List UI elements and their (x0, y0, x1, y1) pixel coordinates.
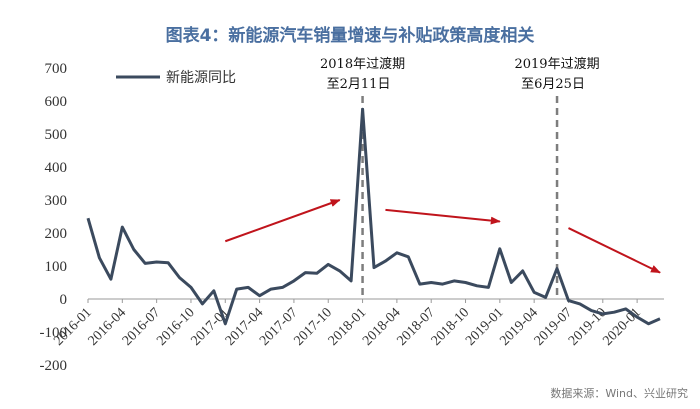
source-note: 数据来源：Wind、兴业研究 (550, 386, 688, 400)
y-tick-label: 400 (45, 160, 68, 176)
annotation-line2: 至6月25日 (521, 77, 585, 92)
trend-arrow (385, 208, 501, 225)
y-tick-label: -200 (40, 358, 68, 374)
y-tick-label: 200 (45, 226, 68, 242)
trend-arrows (224, 199, 661, 274)
chart-title: 图表4：新能源汽车销量增速与补贴政策高度相关 (166, 25, 535, 46)
legend: 新能源同比 (116, 70, 236, 86)
y-tick-label: 0 (60, 292, 68, 308)
annotation-line1: 2019年过渡期 (514, 56, 599, 72)
y-tick-label: 100 (45, 259, 68, 275)
y-tick-label: 700 (45, 61, 68, 77)
y-axis: -200 -100 0 100 200 300 400 500 600 700 (40, 61, 68, 374)
y-tick-label: 500 (45, 127, 68, 143)
series-line (86, 107, 661, 326)
trend-arrow (568, 227, 661, 274)
y-tick-label: 600 (45, 94, 68, 110)
legend-label: 新能源同比 (166, 70, 236, 86)
annotation-line2: 至2月11日 (327, 77, 391, 92)
y-tick-label: -100 (40, 325, 68, 341)
x-axis: 2016-012016-042016-072016-102017-012017-… (51, 298, 664, 349)
y-tick-label: 300 (45, 193, 68, 209)
trend-arrow (224, 199, 341, 243)
plot-area (86, 107, 661, 326)
x-tick-label: 2020-01 (600, 305, 644, 349)
annotation-line1: 2018年过渡期 (320, 56, 405, 72)
